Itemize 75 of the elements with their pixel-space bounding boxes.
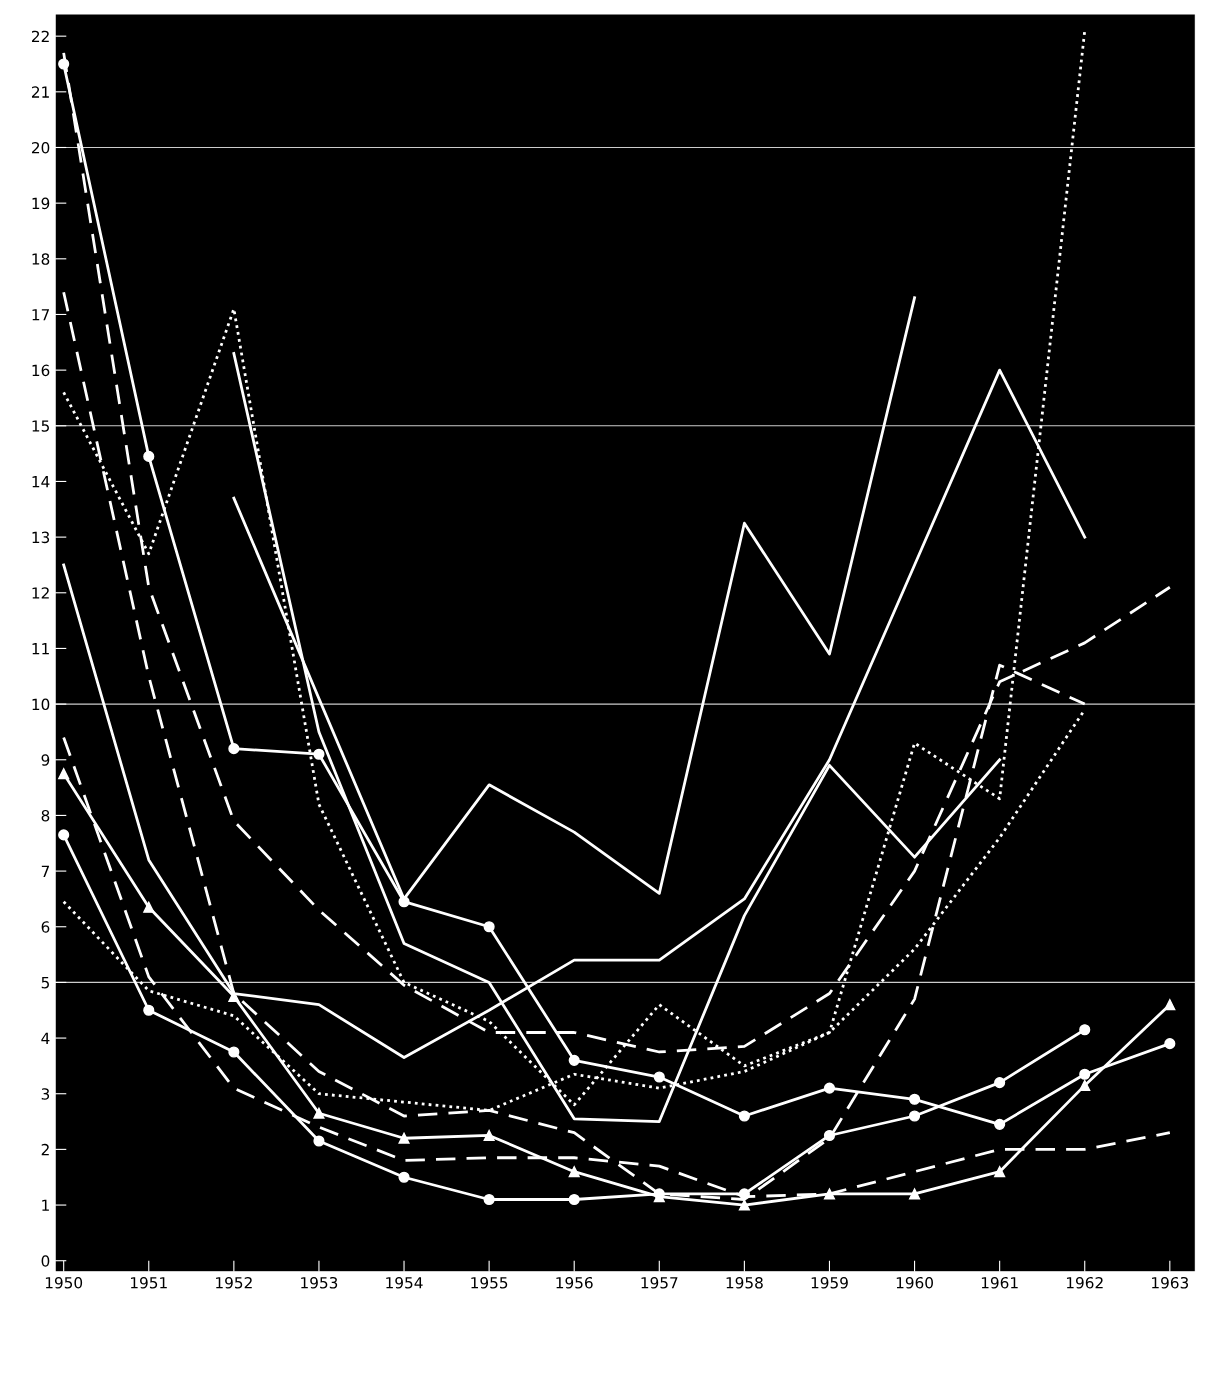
point	[1079, 1079, 1091, 1091]
point	[653, 1071, 665, 1083]
point	[823, 1188, 836, 1200]
point	[398, 896, 410, 908]
point	[738, 1188, 750, 1200]
point	[1164, 1038, 1176, 1050]
point	[143, 901, 155, 913]
x-tick-label: 1957	[641, 1276, 678, 1289]
x-tick-label: 1954	[386, 1276, 423, 1289]
x-tick-label: 1953	[301, 1276, 338, 1289]
point	[1079, 1024, 1091, 1036]
point	[313, 1135, 325, 1147]
y-tick-label: 14	[32, 476, 50, 488]
y-tick-label: 6	[41, 921, 50, 933]
point	[568, 1193, 580, 1206]
point	[1164, 999, 1176, 1011]
y-tick-label: 17	[32, 309, 49, 321]
x-tick-label: 1958	[726, 1276, 763, 1289]
y-tick-label: 5	[41, 977, 49, 989]
x-tick-label: 1960	[896, 1276, 933, 1289]
point	[483, 921, 495, 933]
y-tick-label: 10	[32, 698, 50, 711]
x-tick-label: 1956	[556, 1276, 593, 1289]
point	[313, 748, 325, 760]
x-tick-label: 1963	[1152, 1276, 1189, 1289]
point	[823, 1129, 836, 1142]
point	[313, 1107, 325, 1119]
point	[143, 450, 155, 462]
point	[228, 743, 240, 755]
point	[738, 1199, 750, 1211]
y-tick-label: 19	[32, 197, 50, 210]
y-tick-label: 16	[32, 364, 50, 377]
point	[228, 990, 240, 1002]
x-tick-label: 1959	[811, 1276, 848, 1289]
point	[994, 1118, 1006, 1130]
x-tick-label: 1962	[1066, 1276, 1103, 1289]
x-tick-label: 1955	[471, 1276, 508, 1289]
y-tick-label: 13	[32, 531, 50, 544]
y-tick-label: 11	[32, 643, 49, 655]
y-tick-label: 18	[32, 253, 50, 265]
point	[483, 1129, 495, 1142]
point	[568, 1166, 580, 1178]
point	[909, 1110, 921, 1122]
point	[398, 1132, 410, 1144]
point	[823, 1082, 836, 1094]
point	[143, 1004, 155, 1016]
x-tick-label: 1961	[981, 1276, 1018, 1289]
point	[909, 1093, 921, 1105]
point	[568, 1054, 580, 1066]
x-tick-label: 1951	[131, 1276, 167, 1289]
x-tick-label: 1950	[45, 1276, 83, 1289]
point	[1079, 1068, 1091, 1080]
y-tick-label: 21	[31, 86, 49, 98]
point	[483, 1193, 495, 1206]
y-tick-label: 12	[32, 587, 49, 599]
point	[228, 1046, 240, 1058]
point	[398, 1171, 410, 1183]
point	[58, 829, 70, 841]
y-tick-label: 8	[41, 809, 50, 822]
point	[994, 1077, 1006, 1089]
y-tick-label: 3	[41, 1088, 50, 1100]
point	[738, 1110, 750, 1122]
point	[994, 1166, 1006, 1178]
point	[58, 768, 70, 780]
y-tick-label: 20	[31, 141, 50, 154]
y-tick-label: 0	[41, 1255, 50, 1267]
y-tick-label: 7	[41, 865, 49, 877]
point	[909, 1188, 921, 1200]
y-tick-label: 22	[31, 30, 49, 42]
x-tick-label: 1952	[216, 1276, 252, 1289]
y-tick-label: 9	[41, 754, 50, 766]
y-tick-label: 4	[41, 1032, 50, 1044]
y-tick-label: 2	[41, 1143, 49, 1156]
y-tick-label: 1	[42, 1199, 49, 1211]
y-tick-label: 15	[32, 420, 49, 432]
